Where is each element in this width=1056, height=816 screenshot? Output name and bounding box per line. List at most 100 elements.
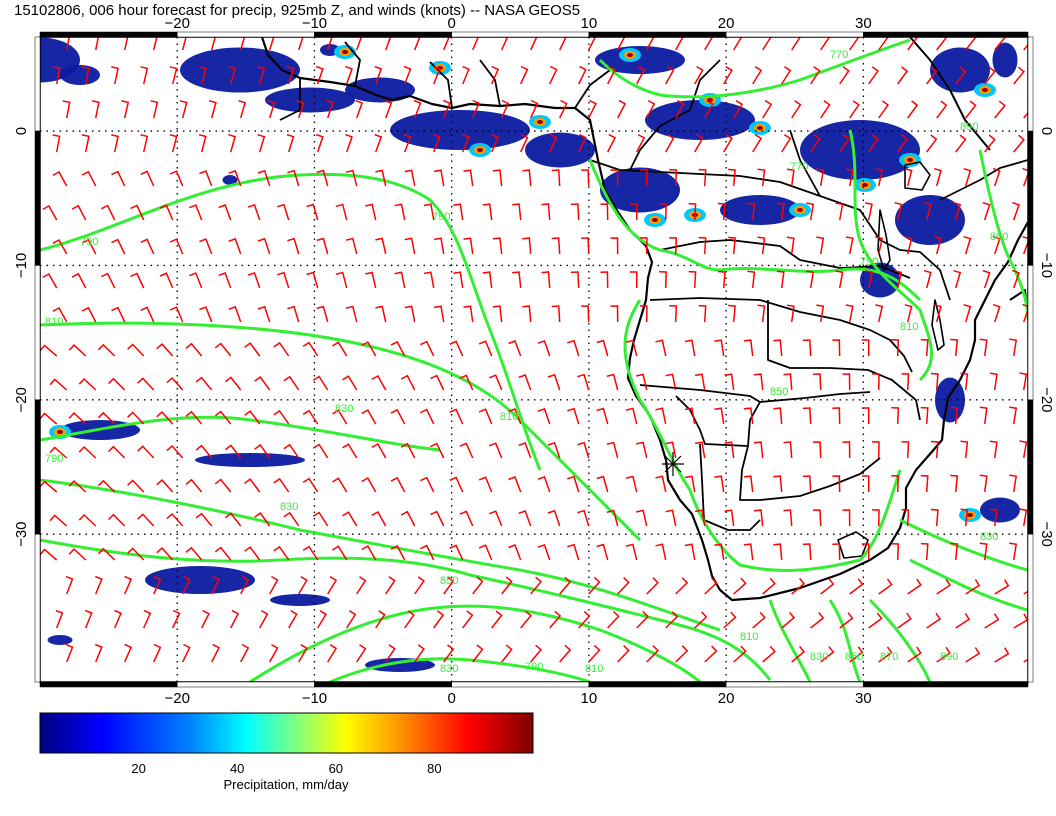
- wind-barb: [316, 237, 329, 255]
- wind-barb: [342, 511, 358, 527]
- wind-barb: [747, 270, 756, 289]
- wind-barb: [385, 576, 396, 595]
- wind-barb: [541, 271, 551, 289]
- wind-barb: [512, 203, 522, 221]
- wind-barb: [639, 305, 648, 323]
- lon-tick-label-bottom: 10: [581, 690, 598, 707]
- wind-barb: [433, 610, 445, 629]
- wind-barb: [684, 475, 696, 493]
- wind-barb: [717, 202, 726, 221]
- wind-barb: [1022, 167, 1028, 187]
- wind-barb: [733, 645, 747, 663]
- wind-barb: [40, 412, 58, 425]
- wind-barb: [214, 342, 232, 357]
- precip-core: [342, 50, 348, 54]
- wind-barb: [743, 339, 754, 357]
- wind-barb: [257, 133, 266, 153]
- wind-barb: [625, 407, 638, 425]
- axis-bar-top: [314, 31, 452, 38]
- wind-barb: [78, 377, 97, 391]
- wind-barb: [65, 575, 74, 595]
- wind-barb: [520, 65, 529, 85]
- wind-barb: [588, 576, 601, 595]
- wind-barb: [254, 512, 271, 527]
- wind-barb: [78, 445, 97, 459]
- wind-barb: [636, 65, 646, 85]
- wind-barb: [950, 542, 959, 561]
- colorbar-gradient: [39, 712, 534, 754]
- wind-barb: [518, 442, 532, 459]
- wind-barb: [195, 512, 213, 527]
- lat-tick-label-right: −30: [1038, 521, 1055, 546]
- wind-barb: [240, 643, 250, 663]
- wind-barb: [488, 442, 503, 459]
- axis-bar-left: [34, 533, 41, 683]
- axis-bar-top: [725, 31, 864, 38]
- wind-barb: [665, 509, 677, 527]
- contour-label: 770: [790, 161, 808, 173]
- wind-barb: [400, 374, 416, 391]
- wind-barb: [512, 271, 522, 289]
- wind-barb: [111, 238, 126, 255]
- height-contour: [40, 538, 772, 681]
- wind-barb: [315, 65, 324, 85]
- wind-barb: [127, 411, 145, 425]
- wind-barb: [783, 509, 793, 527]
- precip-area: [525, 132, 595, 168]
- wind-barb: [185, 546, 203, 561]
- wind-barb: [508, 408, 522, 425]
- wind-barb: [549, 133, 558, 153]
- wind-barb: [849, 578, 864, 595]
- wind-barb: [159, 272, 174, 289]
- wind-barb: [68, 480, 87, 493]
- wind-barb: [577, 509, 590, 527]
- wind-barb: [891, 543, 900, 561]
- wind-barb: [530, 644, 543, 663]
- wind-barb: [897, 66, 909, 85]
- wind-barb: [752, 611, 766, 629]
- wind-barb: [728, 168, 736, 187]
- wind-barb: [214, 546, 232, 561]
- wind-barb: [404, 610, 415, 629]
- height-contour: [768, 599, 812, 682]
- wind-barb: [606, 441, 619, 459]
- wind-barb: [49, 378, 68, 391]
- wind-barb: [537, 543, 551, 561]
- wind-barb: [963, 167, 972, 187]
- wind-barb: [1009, 474, 1018, 493]
- wind-barb: [842, 373, 851, 391]
- wind-barb: [269, 643, 279, 663]
- wind-barb: [965, 647, 981, 663]
- wind-barb: [91, 100, 100, 119]
- wind-barb: [491, 65, 500, 85]
- wind-barb: [52, 306, 68, 323]
- lon-tick-label-bottom: −20: [164, 690, 189, 707]
- height-contour: [588, 159, 922, 302]
- wind-barb: [617, 37, 626, 51]
- precip-area: [195, 453, 305, 467]
- precip-area: [60, 65, 100, 85]
- wind-barb: [820, 646, 835, 663]
- wind-barb: [195, 444, 213, 459]
- wind-barb: [786, 236, 795, 255]
- wind-barb: [845, 304, 854, 323]
- wind-barb: [950, 338, 959, 357]
- wind-barb: [501, 644, 513, 663]
- wind-barb: [71, 272, 87, 289]
- axis-bar-top: [176, 31, 315, 38]
- wind-barb: [49, 514, 68, 527]
- wind-barb: [636, 509, 648, 527]
- wind-barb: [688, 270, 697, 289]
- wind-barb: [297, 37, 304, 51]
- map-content: 770 790 790 810 810 830 830 850 790 810 830 850 870 8…: [40, 37, 1028, 682]
- wind-barb: [960, 440, 969, 459]
- wind-barb: [101, 272, 116, 289]
- wind-barb: [1019, 372, 1028, 391]
- wind-barb: [559, 37, 567, 51]
- wind-barb: [559, 99, 568, 119]
- wind-barb: [753, 441, 764, 459]
- wind-barb: [114, 609, 122, 629]
- wind-barb: [842, 441, 851, 459]
- wind-barb: [315, 133, 324, 153]
- precip-core: [537, 120, 543, 124]
